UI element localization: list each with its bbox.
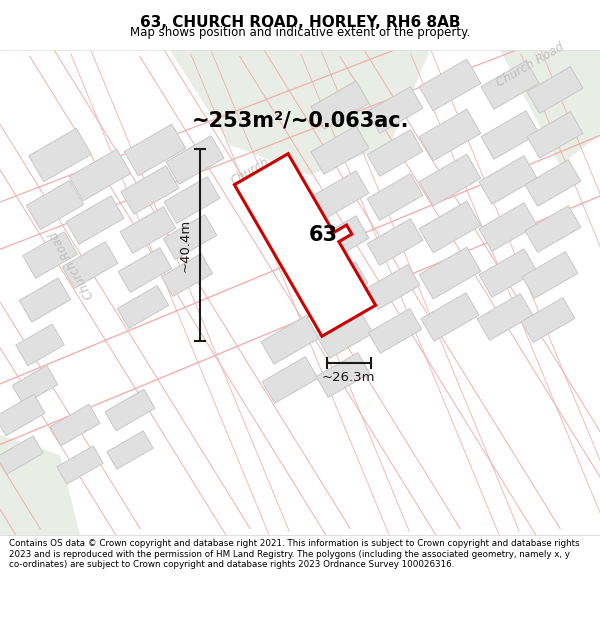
Polygon shape [12, 366, 58, 404]
Polygon shape [500, 50, 600, 165]
Polygon shape [522, 252, 578, 298]
Text: ~26.3m: ~26.3m [322, 371, 376, 384]
Polygon shape [121, 166, 179, 214]
Polygon shape [525, 206, 581, 252]
Polygon shape [170, 50, 430, 175]
Polygon shape [19, 278, 71, 322]
Text: 63: 63 [308, 225, 337, 245]
Polygon shape [367, 174, 423, 221]
Polygon shape [367, 129, 423, 176]
Polygon shape [23, 232, 77, 278]
Polygon shape [479, 249, 537, 298]
Polygon shape [479, 202, 537, 251]
Text: Map shows position and indicative extent of the property.: Map shows position and indicative extent… [130, 26, 470, 39]
Polygon shape [527, 67, 583, 113]
Polygon shape [0, 436, 43, 474]
Polygon shape [62, 242, 118, 288]
Polygon shape [525, 159, 581, 206]
Polygon shape [479, 156, 537, 204]
Polygon shape [366, 264, 420, 309]
Polygon shape [367, 219, 423, 266]
Polygon shape [421, 292, 479, 341]
Polygon shape [262, 357, 318, 403]
Polygon shape [419, 59, 481, 111]
Polygon shape [118, 286, 169, 329]
Text: ~253m²/~0.063ac.: ~253m²/~0.063ac. [191, 110, 409, 130]
Polygon shape [0, 394, 45, 436]
Polygon shape [419, 154, 481, 206]
Text: Church Road: Church Road [494, 41, 566, 89]
Polygon shape [419, 247, 481, 299]
Polygon shape [481, 111, 539, 159]
Polygon shape [118, 248, 172, 292]
Polygon shape [311, 216, 369, 264]
Polygon shape [0, 435, 80, 535]
Polygon shape [521, 298, 575, 343]
Polygon shape [527, 112, 583, 158]
Polygon shape [163, 214, 217, 259]
Polygon shape [311, 171, 369, 219]
Polygon shape [367, 87, 423, 133]
Polygon shape [419, 109, 481, 161]
Polygon shape [57, 446, 103, 484]
Polygon shape [166, 136, 224, 184]
Polygon shape [261, 316, 319, 364]
Polygon shape [419, 201, 481, 253]
Polygon shape [235, 154, 376, 336]
Text: Church Road: Church Road [47, 229, 97, 301]
Polygon shape [105, 389, 155, 431]
Polygon shape [120, 207, 176, 253]
Polygon shape [311, 81, 369, 129]
Polygon shape [26, 181, 83, 229]
Polygon shape [69, 149, 131, 201]
Text: ~40.4m: ~40.4m [179, 218, 192, 272]
Text: 63, CHURCH ROAD, HORLEY, RH6 8AB: 63, CHURCH ROAD, HORLEY, RH6 8AB [140, 15, 460, 30]
Text: Church
Road: Church Road [228, 155, 278, 199]
Polygon shape [50, 404, 100, 446]
Polygon shape [124, 124, 186, 176]
Polygon shape [66, 196, 124, 244]
Polygon shape [311, 126, 369, 174]
Polygon shape [16, 324, 64, 366]
Polygon shape [161, 254, 212, 296]
Polygon shape [0, 50, 600, 535]
Polygon shape [164, 177, 220, 223]
Polygon shape [312, 262, 368, 308]
Text: Contains OS data © Crown copyright and database right 2021. This information is : Contains OS data © Crown copyright and d… [9, 539, 580, 569]
Polygon shape [107, 431, 153, 469]
Polygon shape [481, 61, 539, 109]
Polygon shape [368, 309, 422, 353]
Polygon shape [317, 312, 373, 358]
Polygon shape [316, 352, 370, 398]
Polygon shape [477, 294, 533, 341]
Polygon shape [29, 128, 91, 182]
